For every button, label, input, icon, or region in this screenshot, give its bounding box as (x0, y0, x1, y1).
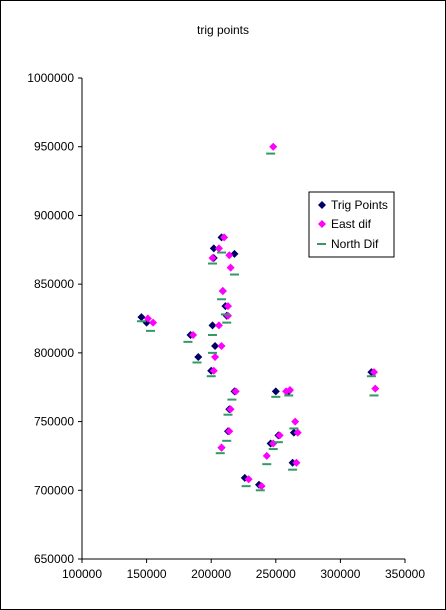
y-tick-label: 1000000 (27, 71, 74, 85)
point-north-dif (273, 441, 283, 444)
point-north-dif (366, 375, 376, 378)
point-north-dif (229, 273, 239, 276)
point-north-dif (207, 262, 217, 265)
point-east-dif (244, 475, 253, 484)
point-north-dif (255, 489, 265, 492)
point-north-dif (241, 485, 251, 488)
point-north-dif (192, 361, 202, 364)
point-north-dif (223, 413, 233, 416)
point-east-dif (231, 387, 240, 396)
point-north-dif (207, 333, 217, 336)
point-north-dif (284, 394, 294, 397)
series-north-dif (136, 152, 379, 492)
legend-item-trig-points: Trig Points (318, 198, 388, 212)
point-north-dif (207, 351, 217, 354)
point-north-dif (206, 375, 216, 378)
point-trig-points (137, 313, 146, 322)
point-north-dif (183, 340, 193, 343)
point-north-dif (220, 313, 230, 316)
point-north-dif (217, 251, 227, 254)
point-trig-points (211, 341, 220, 350)
point-east-dif (223, 302, 232, 311)
point-north-dif (369, 394, 379, 397)
chart-title: trig points (197, 23, 249, 37)
point-north-dif (227, 398, 237, 401)
legend: Trig Points East dif North Dif (308, 191, 395, 258)
x-tick-label: 350000 (385, 567, 425, 581)
legend-label-north-dif: North Dif (331, 237, 379, 251)
point-east-dif (292, 458, 301, 467)
point-east-dif (371, 384, 380, 393)
point-east-dif (293, 428, 302, 437)
y-tick-label: 950000 (34, 140, 74, 154)
point-east-dif (226, 405, 235, 414)
axis-ticks: 650000 700000 750000 800000 850000 900000 9500… (27, 71, 425, 581)
point-east-dif (225, 427, 234, 436)
y-tick-label: 900000 (34, 208, 74, 222)
point-north-dif (288, 468, 298, 471)
point-east-dif (208, 254, 217, 263)
data-marks (136, 142, 380, 492)
legend-label-east-dif: East dif (331, 217, 372, 231)
point-north-dif (217, 298, 227, 301)
point-north-dif (266, 152, 276, 155)
point-north-dif (222, 439, 232, 442)
point-trig-points (194, 352, 203, 361)
point-east-dif (217, 443, 226, 452)
legend-marker-north-dif (317, 243, 326, 245)
point-north-dif (145, 329, 155, 332)
point-north-dif (222, 321, 232, 324)
y-tick-label: 700000 (34, 483, 74, 497)
point-east-dif (217, 341, 226, 350)
x-tick-label: 300000 (320, 567, 360, 581)
x-tick-label: 100000 (62, 567, 102, 581)
legend-label-trig-points: Trig Points (331, 198, 388, 212)
point-east-dif (223, 311, 232, 320)
point-east-dif (220, 233, 229, 242)
point-trig-points (209, 244, 218, 253)
series-trig-points (137, 233, 376, 489)
x-tick-label: 150000 (127, 567, 167, 581)
point-east-dif (225, 251, 234, 260)
point-east-dif (275, 431, 284, 440)
point-east-dif (291, 417, 300, 426)
point-east-dif (257, 482, 266, 491)
series-east-dif (143, 142, 380, 491)
plot-area (81, 78, 405, 560)
point-north-dif (215, 452, 225, 455)
point-east-dif (218, 287, 227, 296)
point-east-dif (209, 366, 218, 375)
point-east-dif (369, 368, 378, 377)
point-north-dif (268, 448, 278, 451)
y-tick-label: 750000 (34, 415, 74, 429)
legend-marker-east-dif (318, 220, 326, 228)
point-east-dif (189, 330, 198, 339)
point-east-dif (149, 318, 158, 327)
point-trig-points (208, 321, 217, 330)
y-tick-label: 850000 (34, 277, 74, 291)
legend-item-north-dif: North Dif (317, 237, 379, 251)
x-tick-label: 200000 (191, 567, 231, 581)
point-east-dif (226, 263, 235, 272)
point-east-dif (214, 244, 223, 253)
point-trig-points (271, 387, 280, 396)
x-tick-label: 250000 (256, 567, 296, 581)
legend-item-east-dif: East dif (318, 217, 372, 231)
point-north-dif (262, 463, 272, 466)
point-north-dif (289, 427, 299, 430)
point-east-dif (211, 352, 220, 361)
y-tick-label: 800000 (34, 346, 74, 360)
point-east-dif (262, 451, 271, 460)
point-east-dif (214, 321, 223, 330)
point-north-dif (271, 395, 281, 398)
y-tick-label: 650000 (34, 552, 74, 566)
legend-marker-trig-points (318, 201, 326, 209)
point-east-dif (286, 385, 295, 394)
point-north-dif (136, 320, 146, 323)
point-east-dif (269, 142, 278, 151)
